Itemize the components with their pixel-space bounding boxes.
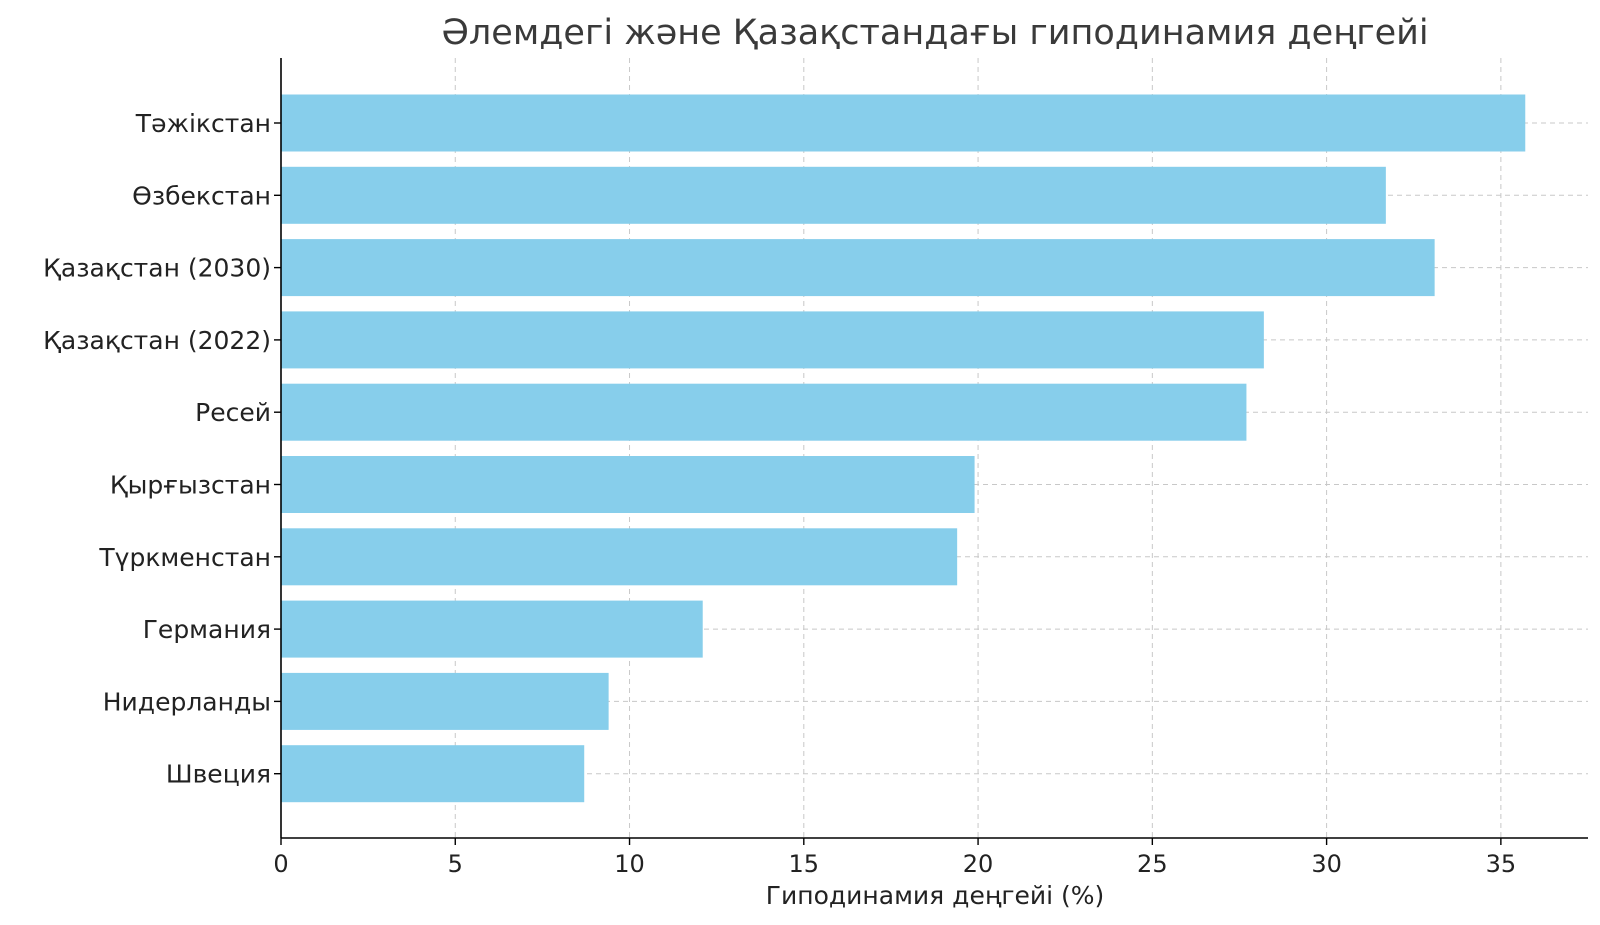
category-label: Өзбекстан [132, 181, 271, 210]
chart-title: Әлемдегі және Қазақстандағы гиподинамия … [441, 13, 1428, 53]
category-label: Қазақстан (2030) [43, 254, 271, 283]
category-label: Германия [143, 615, 271, 644]
bar [281, 745, 585, 803]
bar [281, 528, 958, 586]
category-label: Тәжікстан [135, 109, 271, 138]
category-label: Түркменстан [98, 543, 271, 572]
x-tick-label: 20 [963, 850, 994, 878]
bar [281, 456, 975, 513]
x-tick-label: 10 [614, 850, 645, 878]
bar [281, 166, 1386, 224]
category-label: Нидерланды [103, 687, 271, 716]
bar [281, 600, 703, 658]
x-tick-label: 30 [1311, 850, 1342, 878]
bar [281, 311, 1264, 369]
y-axis-labels: Тәжікстан Өзбекстан Қазақстан (2030) Қазақс… [43, 109, 281, 789]
category-label: Қазақстан (2022) [43, 326, 271, 355]
x-tick-label: 35 [1486, 850, 1517, 878]
x-tick-label: 0 [273, 850, 288, 878]
bars [281, 94, 1526, 803]
x-tick-label: 5 [448, 850, 463, 878]
category-label: Ресей [195, 398, 271, 427]
bar [281, 383, 1247, 441]
x-axis-label: Гиподинамия деңгейі (%) [766, 881, 1105, 910]
bar [281, 672, 609, 730]
x-tick-label: 25 [1137, 850, 1168, 878]
x-axis-ticks: 0 5 10 15 20 25 30 35 [273, 838, 1516, 878]
category-label: Қырғызстан [110, 471, 271, 500]
x-tick-label: 15 [789, 850, 820, 878]
category-label: Швеция [166, 760, 271, 789]
bar [281, 239, 1435, 297]
bar [281, 94, 1526, 152]
